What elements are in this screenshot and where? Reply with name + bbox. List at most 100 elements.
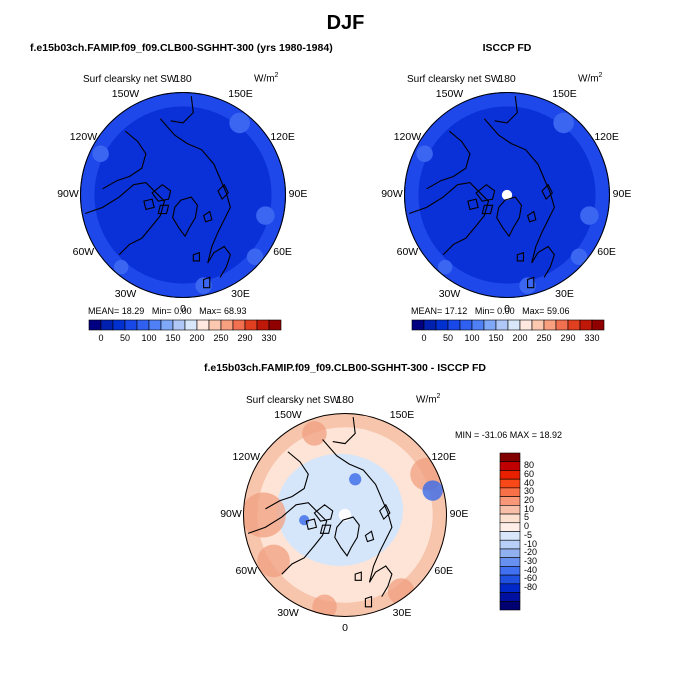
colorbar-tick-label: 200 — [189, 333, 205, 343]
colorbar-tick-label: 330 — [261, 333, 277, 343]
colorbar-tick-label: 80 — [524, 460, 535, 471]
colorbar — [499, 452, 521, 611]
map-border — [80, 92, 286, 298]
colorbar-tick-label: 50 — [442, 333, 453, 343]
lon-label: 180 — [498, 73, 516, 85]
colorbar-swatch — [136, 319, 150, 331]
colorbar-swatch — [471, 319, 485, 331]
lon-label: 60W — [396, 245, 419, 258]
lon-label: 150E — [389, 409, 415, 422]
field-patch — [246, 248, 264, 266]
lon-label: 120W — [69, 130, 98, 143]
colorbar-swatch — [499, 600, 521, 611]
colorbar-swatch — [499, 548, 521, 558]
colorbar-swatch — [244, 319, 258, 331]
lon-label: 90E — [449, 508, 469, 520]
coastline — [379, 503, 391, 521]
coastline — [157, 204, 170, 215]
colorbar-tick-label: -40 — [524, 564, 538, 575]
lon-label: 120W — [232, 451, 260, 463]
colorbar-tick-label: -20 — [524, 547, 538, 558]
polar-map — [404, 92, 610, 298]
plot-units: W/m2 — [416, 393, 440, 405]
lon-label: 60E — [273, 245, 292, 258]
coastline — [426, 130, 471, 190]
field-cool-patch — [349, 473, 362, 486]
colorbar-swatch — [196, 319, 210, 331]
coastline — [172, 196, 199, 238]
lon-label: 180 — [336, 394, 354, 406]
colorbar-tick-label: 330 — [584, 333, 600, 343]
colorbar-swatch — [499, 566, 521, 576]
lon-label: 30W — [277, 606, 299, 619]
lon-label: 120E — [594, 130, 619, 143]
colorbar-swatch — [148, 319, 162, 331]
stats-line: MEAN= 17.12 Min= 0.00 Max= 59.06 — [411, 306, 569, 316]
colorbar-swatch — [499, 557, 521, 567]
lon-label: 30E — [231, 287, 250, 300]
lon-label: 90E — [612, 188, 632, 200]
lon-label: 30W — [114, 287, 137, 300]
coastline — [494, 96, 518, 124]
plot-units: W/m2 — [578, 72, 602, 84]
panel-title: f.e15b03ch.FAMIP.f09_f09.CLB00-SGHHT-300… — [30, 42, 333, 54]
colorbar-swatch — [499, 539, 521, 550]
field-patch — [570, 248, 588, 266]
colorbar-tick-label: 0 — [421, 333, 427, 343]
polar-map — [243, 413, 447, 617]
stat-min-label: Min= — [151, 306, 172, 316]
units-base: W/m — [578, 73, 599, 85]
coastline — [265, 451, 309, 510]
colorbar-swatch — [112, 319, 126, 331]
stat-min-label: Min= — [474, 306, 495, 316]
stat-min: 0.00 — [174, 306, 192, 316]
colorbar-swatch — [499, 496, 521, 506]
colorbar-tick-label: 60 — [524, 468, 535, 479]
colorbar-tick-label: 200 — [512, 333, 528, 343]
colorbar-swatch — [160, 319, 174, 331]
coastline — [170, 96, 194, 124]
coastline — [364, 530, 375, 543]
coastline — [334, 516, 360, 557]
colorbar-swatch — [499, 592, 521, 602]
colorbar-tick-label: 250 — [213, 333, 229, 343]
colorbar-tick-label: 290 — [237, 333, 253, 343]
lon-label: 60W — [72, 245, 95, 258]
field-background — [80, 92, 286, 298]
colorbar-swatch — [435, 319, 449, 331]
lon-label: 120W — [393, 130, 422, 143]
units-exponent: 2 — [274, 72, 279, 79]
colorbar-swatch — [519, 319, 533, 331]
colorbar-tick-label: 5 — [524, 512, 530, 523]
colorbar-swatch — [543, 319, 557, 331]
colorbar-swatch — [499, 478, 521, 489]
colorbar — [88, 319, 282, 331]
lon-label: 180 — [174, 73, 192, 85]
field-patch — [229, 112, 250, 134]
coastline — [313, 504, 334, 522]
coastline — [151, 184, 172, 202]
map-field — [404, 92, 610, 298]
stats-line: MIN = -31.06 MAX = 18.92 — [455, 430, 563, 440]
coastline — [516, 251, 525, 262]
colorbar-tick-label: 30 — [524, 486, 535, 497]
coastline — [475, 184, 496, 202]
lon-label: 60W — [235, 565, 258, 577]
colorbar-tick-label: 40 — [524, 477, 535, 488]
field-warm-patch — [257, 544, 290, 578]
lon-label: 0 — [180, 303, 186, 315]
lon-label: 30W — [438, 287, 461, 300]
colorbar — [411, 319, 605, 331]
plot-label: Surf clearsky net SW — [407, 74, 501, 85]
lon-label: 30E — [392, 606, 412, 619]
colorbar-swatch — [495, 319, 509, 331]
map-field — [80, 92, 286, 298]
coastlines — [247, 417, 393, 608]
colorbar-tick-label: 0 — [524, 521, 530, 532]
colorbar-tick-label: 10 — [524, 503, 535, 514]
coastline — [143, 198, 155, 211]
coastline — [207, 245, 231, 278]
lon-label: 150E — [552, 88, 577, 101]
colorbar-tick-label: 20 — [524, 494, 535, 505]
colorbar-swatch — [232, 319, 246, 331]
